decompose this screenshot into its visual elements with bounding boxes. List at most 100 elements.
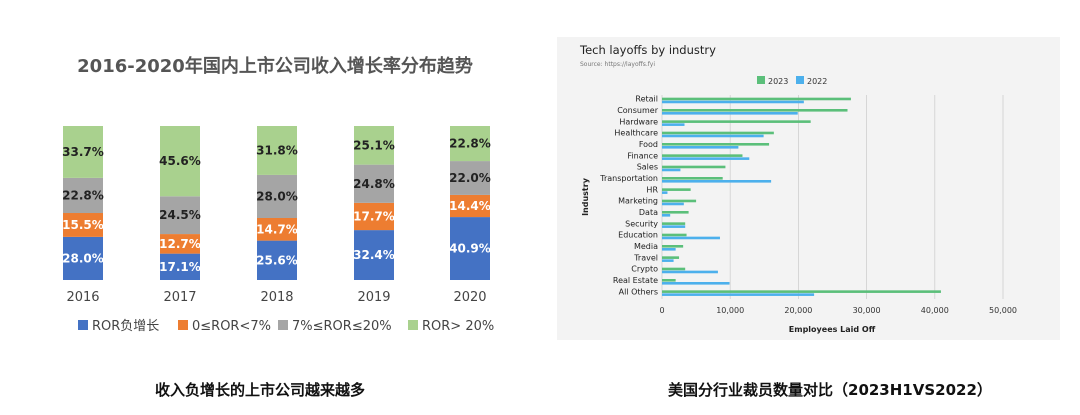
data-label: 32.4%: [353, 248, 395, 262]
legend-label: 2023: [768, 77, 788, 86]
bar: [662, 279, 676, 282]
bar-segment: [257, 126, 297, 175]
bar: [662, 259, 674, 262]
bar-segment: [160, 126, 200, 197]
data-label: 28.0%: [62, 251, 104, 265]
bar: [662, 290, 941, 293]
x-tick-label: 2018: [260, 290, 293, 305]
bar: [662, 154, 743, 157]
legend-label: 2022: [807, 77, 827, 86]
y-tick-label: Security: [625, 219, 658, 228]
data-label: 15.5%: [62, 218, 104, 232]
bar-segment: [354, 164, 394, 203]
bar-segment: [354, 230, 394, 280]
y-tick-label: Data: [639, 208, 658, 217]
bar: [662, 222, 686, 225]
y-tick-label: All Others: [619, 287, 658, 296]
bar: [662, 248, 676, 251]
x-tick-label: 2017: [163, 290, 196, 305]
bar: [662, 123, 685, 126]
legend-swatch: [178, 320, 188, 330]
caption-left: 收入负增长的上市公司越来越多: [155, 381, 366, 399]
bar: [662, 233, 687, 237]
data-label: 14.4%: [449, 199, 491, 213]
y-tick-label: HR: [646, 185, 658, 194]
bar: [662, 188, 691, 191]
y-tick-label: Healthcare: [614, 129, 658, 138]
y-tick-label: Media: [634, 242, 658, 251]
bar: [662, 165, 726, 169]
y-tick-label: Sales: [637, 163, 658, 172]
bar: [662, 134, 764, 138]
bar: [662, 270, 718, 274]
bar: [662, 282, 730, 285]
data-label: 25.6%: [256, 253, 298, 267]
tech-layoffs-chart: Tech layoffs by industry Source: https://…: [557, 37, 1060, 340]
legend-label: ROR负增长: [92, 319, 159, 334]
y-tick-label: Finance: [627, 151, 658, 160]
data-label: 17.7%: [353, 209, 395, 223]
data-label: 31.8%: [256, 143, 298, 157]
y-tick-label: Marketing: [618, 197, 658, 206]
bar: [662, 199, 697, 203]
data-label: 24.5%: [159, 208, 201, 222]
legend-swatch: [408, 320, 418, 330]
data-label: 40.9%: [449, 242, 491, 256]
legend-swatch: [796, 76, 804, 84]
bar: [662, 202, 684, 206]
data-label: 22.8%: [62, 188, 104, 202]
bar: [662, 293, 815, 296]
bar: [662, 267, 686, 271]
data-label: 22.8%: [449, 137, 491, 151]
data-label: 12.7%: [159, 237, 201, 251]
chart-subtitle: Source: https://layoffs.fyi: [580, 61, 655, 68]
bar-segment: [63, 177, 103, 214]
bar: [662, 245, 684, 248]
y-tick-label: Retail: [635, 95, 658, 104]
layoffs-chart-svg: Tech layoffs by industry Source: https://…: [579, 43, 1017, 334]
bar-segment: [160, 253, 200, 280]
x-tick-label: 2020: [453, 290, 486, 305]
data-label: 25.1%: [353, 138, 395, 152]
data-label: 24.8%: [353, 177, 395, 191]
y-tick-label: Consumer: [617, 106, 659, 115]
data-label: 33.7%: [62, 145, 104, 159]
data-label: 17.1%: [159, 260, 201, 274]
y-tick-label: Hardware: [619, 117, 658, 126]
x-tick-label: 20,000: [784, 306, 812, 315]
legend-swatch: [78, 320, 88, 330]
bar: [662, 131, 774, 135]
bar-segment: [63, 236, 103, 280]
bar: [662, 143, 770, 146]
ror-chart-svg: 2016-2020年国内上市公司收入增长率分布趋势 28.0% 15.5% 22.8%…: [62, 55, 494, 334]
bar: [662, 112, 798, 115]
legend-swatch: [278, 320, 288, 330]
bar-segment: [160, 196, 200, 235]
x-tick-label: 40,000: [921, 306, 949, 315]
bar-segment: [257, 218, 297, 241]
x-axis-label: Employees Laid Off: [789, 325, 876, 334]
bar: [662, 100, 804, 104]
bar-segment: [354, 202, 394, 231]
bar-segment: [450, 194, 490, 218]
x-tick-label: 0: [659, 306, 664, 315]
chart-title: 2016-2020年国内上市公司收入增长率分布趋势: [77, 55, 473, 77]
chart-title: Tech layoffs by industry: [579, 43, 716, 57]
bar-segment: [257, 240, 297, 280]
bar: [662, 191, 668, 194]
bar: [662, 225, 686, 228]
bar: [662, 180, 772, 183]
bar: [662, 211, 689, 214]
legend-label: 0≤ROR<7%: [192, 319, 271, 334]
bar-segment: [160, 234, 200, 254]
legend-label: ROR> 20%: [422, 319, 494, 334]
bar: [662, 109, 848, 112]
y-tick-label: Real Estate: [613, 276, 658, 285]
y-tick-label: Transportation: [599, 174, 658, 183]
bar: [662, 97, 851, 101]
y-tick-label: Travel: [633, 253, 658, 262]
x-tick-label: 50,000: [989, 306, 1017, 315]
bar-segment: [63, 213, 103, 237]
y-tick-label: Education: [618, 231, 658, 240]
bar-segment: [450, 217, 490, 280]
